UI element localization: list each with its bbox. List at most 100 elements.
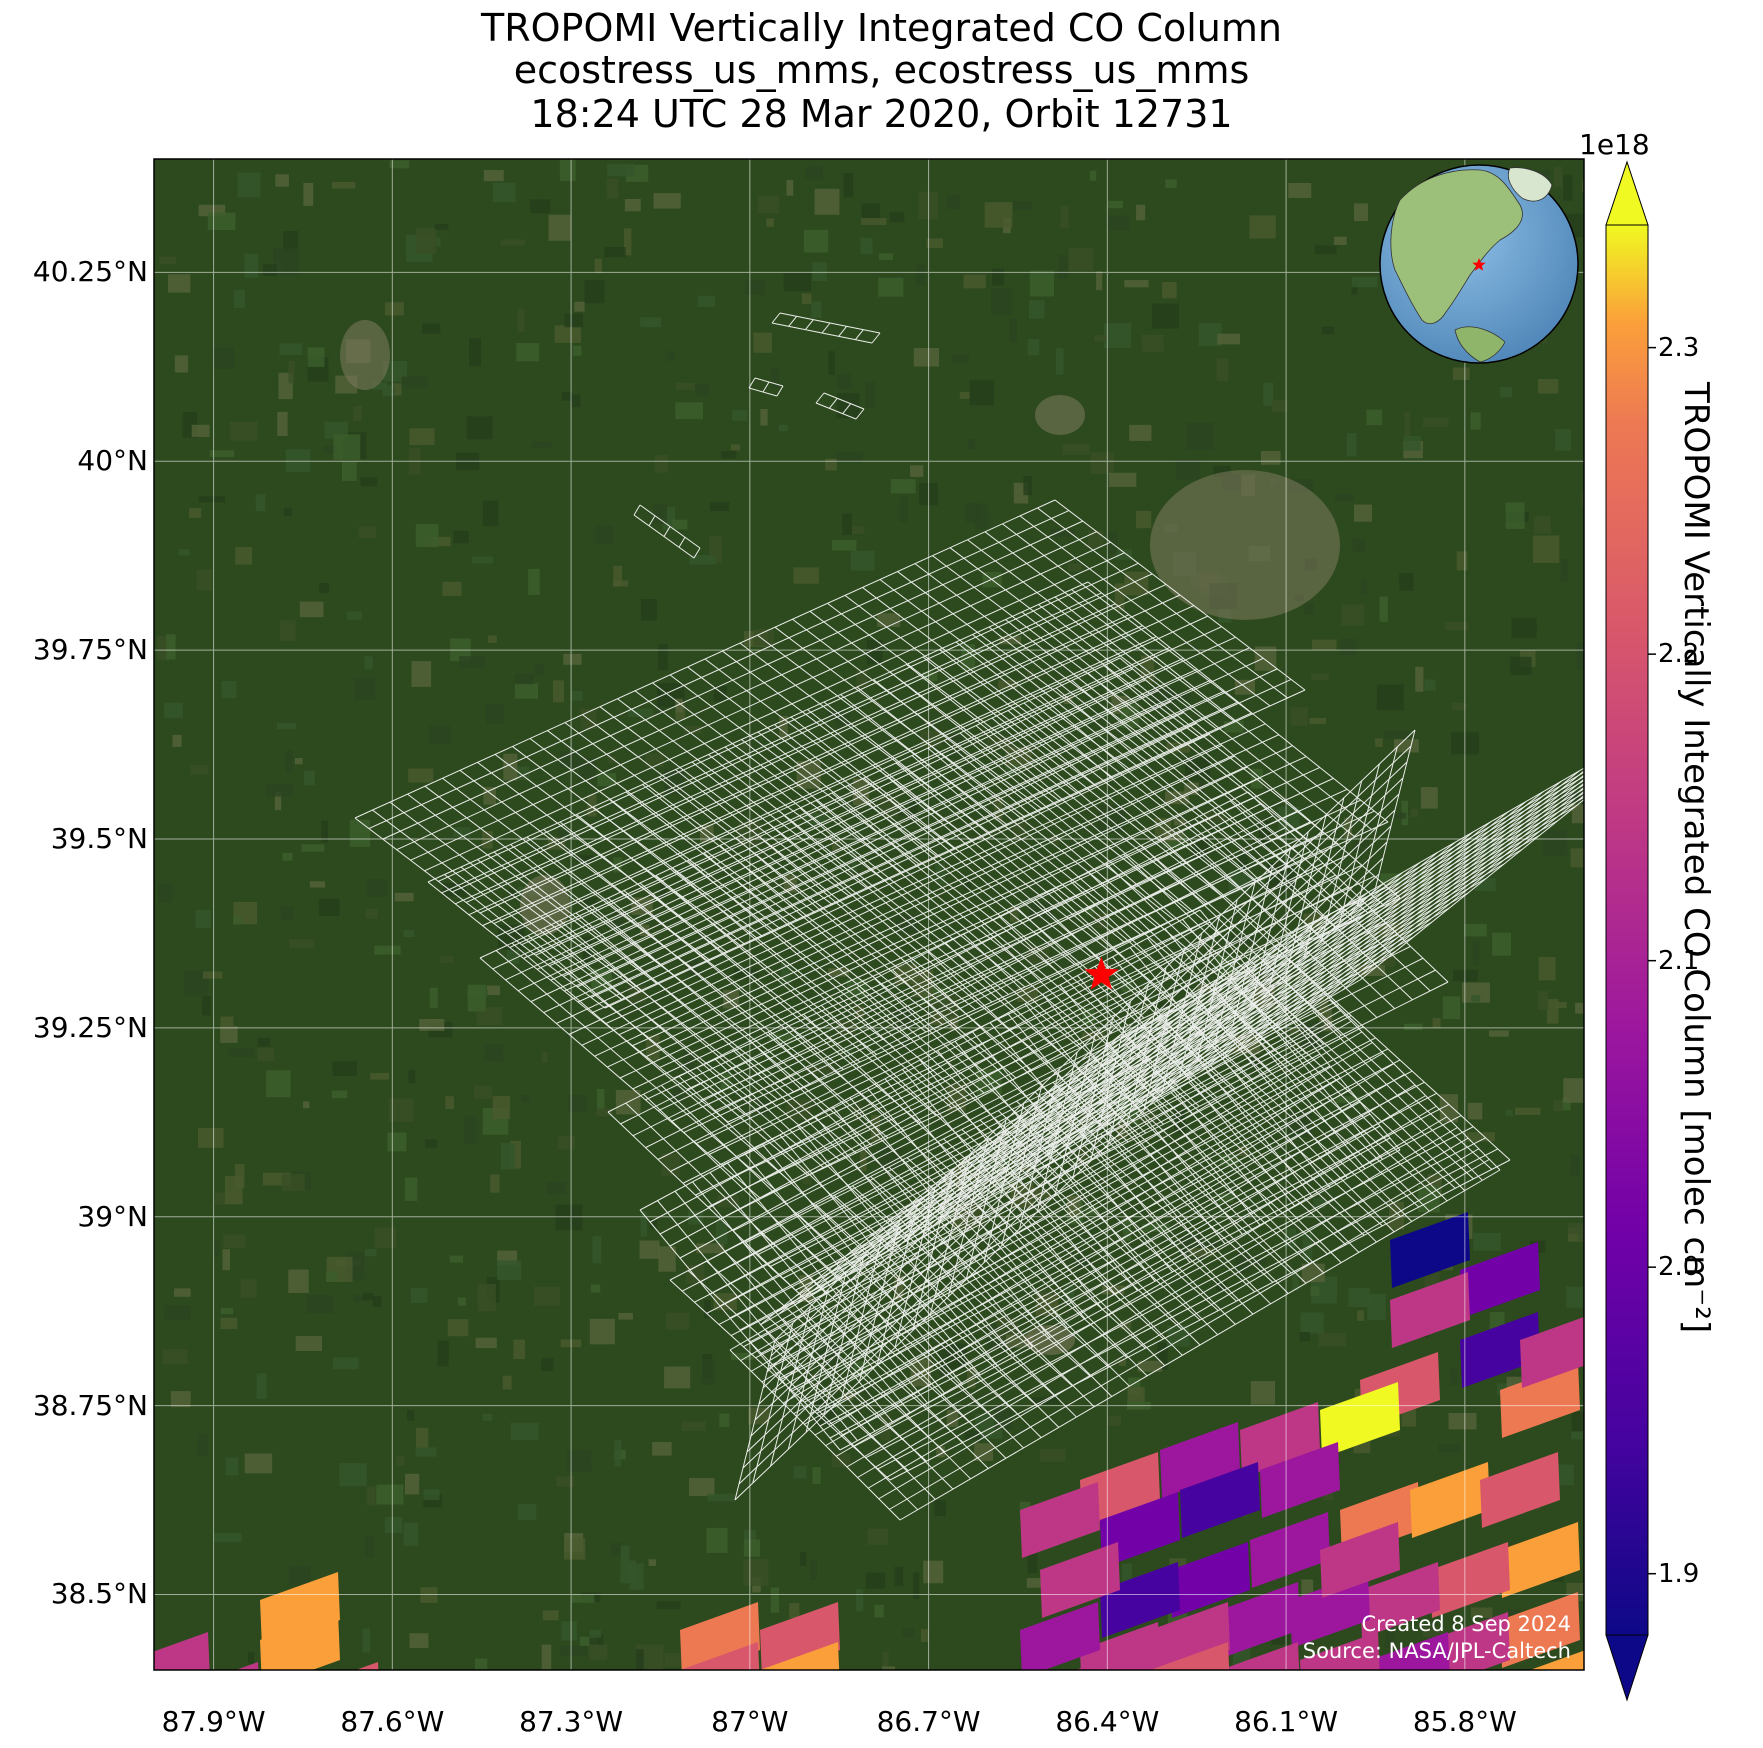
footprint-line <box>1119 767 1584 1036</box>
field-patch <box>1560 558 1568 583</box>
field-patch <box>1571 1411 1584 1432</box>
footprint-line <box>523 657 1184 959</box>
field-patch <box>209 450 235 458</box>
field-patch <box>423 1489 440 1500</box>
field-patch <box>437 1340 449 1367</box>
field-patch <box>843 173 854 198</box>
field-patch <box>362 1628 371 1653</box>
co-pixel <box>1100 1562 1180 1638</box>
co-pixel <box>1100 1492 1180 1568</box>
field-patch <box>1571 1431 1584 1440</box>
field-patch <box>541 1644 552 1670</box>
field-patch <box>667 350 674 362</box>
footprint-line <box>465 583 1167 903</box>
field-patch <box>675 402 703 420</box>
footprint-line <box>782 1052 1384 1404</box>
field-patch <box>1096 271 1103 291</box>
field-patch <box>1251 1055 1261 1068</box>
field-patch <box>1351 281 1358 295</box>
field-patch <box>640 1211 647 1237</box>
field-patch <box>896 915 919 933</box>
field-patch <box>1318 1333 1347 1347</box>
footprint-line <box>479 594 1181 914</box>
field-patch <box>196 569 213 591</box>
field-patch <box>743 1559 769 1586</box>
field-patch <box>391 383 402 396</box>
footprint-line <box>889 1158 1490 1510</box>
field-patch <box>1367 1293 1386 1320</box>
field-patch <box>716 1195 739 1208</box>
field-patch <box>1068 248 1094 271</box>
field-patch <box>1538 957 1556 981</box>
field-patch <box>263 264 277 276</box>
field-patch <box>174 355 189 373</box>
field-patch <box>935 863 946 886</box>
field-patch <box>1334 236 1347 245</box>
field-patch <box>407 1410 414 1421</box>
field-patch <box>1403 436 1421 451</box>
footprint-line <box>410 541 1111 861</box>
field-patch <box>1288 183 1312 198</box>
field-patch <box>921 1629 929 1643</box>
field-patch <box>1249 215 1276 239</box>
field-patch <box>618 1313 633 1320</box>
field-patch <box>306 1295 334 1314</box>
field-patch <box>967 438 976 450</box>
field-patch <box>1166 1048 1174 1061</box>
field-patch <box>1263 382 1274 406</box>
lon-tick-label: 86.4°W <box>1055 1705 1160 1738</box>
field-patch <box>564 313 583 328</box>
field-patch <box>409 428 435 445</box>
field-patch <box>1515 1107 1541 1115</box>
field-patch <box>671 519 688 530</box>
field-patch <box>1384 731 1409 739</box>
lon-tick-label: 86.1°W <box>1234 1705 1339 1738</box>
footprint-line <box>605 723 1266 1025</box>
field-patch <box>1063 695 1073 704</box>
field-patch <box>415 1447 437 1457</box>
field-patch <box>704 1300 711 1319</box>
footprint-line <box>382 520 1083 840</box>
field-patch <box>233 916 242 925</box>
field-patch <box>492 1096 511 1120</box>
field-patch <box>247 1652 255 1664</box>
field-patch <box>721 451 737 459</box>
field-patch <box>488 635 497 643</box>
footprint-line <box>509 646 1171 948</box>
field-patch <box>1470 412 1481 430</box>
field-patch <box>855 1006 864 1018</box>
field-patch <box>289 939 315 949</box>
field-patch <box>164 702 183 719</box>
field-patch <box>1563 174 1573 201</box>
co-pixel <box>1080 1622 1160 1670</box>
field-patch <box>991 288 1013 315</box>
footprint-line <box>581 744 1223 1046</box>
field-patch <box>1321 326 1335 335</box>
field-patch <box>1292 1270 1299 1291</box>
field-patch <box>1157 1342 1168 1370</box>
field-patch <box>1102 1285 1125 1295</box>
footprint-line <box>678 536 686 548</box>
field-patch <box>910 465 924 477</box>
field-patch <box>387 1132 407 1152</box>
footprint-line <box>807 981 1449 1303</box>
field-patch <box>1442 996 1461 1020</box>
field-patch <box>591 968 612 993</box>
field-patch <box>1218 1193 1234 1203</box>
field-patch <box>1272 400 1288 413</box>
co-pixel <box>1410 1462 1490 1538</box>
field-patch <box>753 629 774 647</box>
field-patch <box>410 1287 428 1303</box>
field-patch <box>589 1634 604 1646</box>
field-patch <box>1254 1258 1267 1265</box>
field-patch <box>965 502 981 523</box>
field-patch <box>1445 621 1469 631</box>
field-patch <box>419 1019 445 1031</box>
field-patch <box>607 163 635 177</box>
co-pixel <box>1300 1632 1380 1670</box>
title-line-2: ecostress_us_mms, ecostress_us_mms <box>513 48 1250 92</box>
field-patch <box>1341 604 1364 626</box>
field-patch <box>469 338 481 366</box>
field-patch <box>521 1095 531 1102</box>
field-patch <box>590 1284 601 1293</box>
